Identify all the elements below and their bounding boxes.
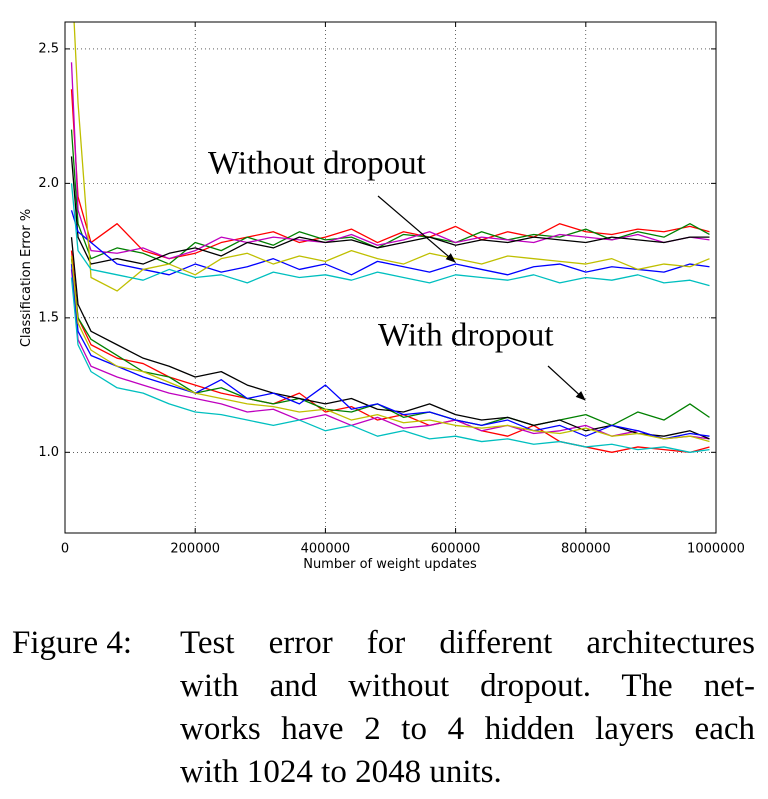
series-line	[70, 255, 710, 443]
annotation-arrow	[547, 365, 586, 401]
grid	[64, 22, 717, 533]
series-line	[70, 210, 710, 276]
x-tick-label: 600000	[431, 542, 481, 557]
y-axis-label: Classification Error %	[19, 209, 34, 347]
y-tick-label: 2.0	[38, 176, 59, 191]
annotation: Without dropout	[208, 146, 426, 182]
x-tick-label: 200000	[170, 542, 220, 557]
plot-frame	[64, 21, 717, 534]
series-line	[73, 22, 710, 292]
x-tick-label: 0	[61, 542, 69, 557]
lines	[70, 22, 710, 453]
caption-line: Test error for different architectures	[180, 625, 755, 661]
caption-label: Figure 4:	[12, 625, 133, 661]
y-tick-label: 1.0	[38, 445, 59, 460]
chart: 1.0 1.5 2.0 2.5 0 200000 400000 600000 800000 100…	[19, 21, 745, 572]
series-line	[70, 269, 710, 440]
caption-text: Test error for different architectures w…	[180, 622, 755, 794]
x-tick-label: 1000000	[687, 542, 745, 557]
x-tick-label: 800000	[561, 542, 611, 557]
series-line	[70, 183, 710, 287]
plot-area	[65, 22, 716, 533]
caption-line: with 1024 to 2048 units.	[180, 754, 502, 790]
caption-line: with and without dropout. The net-	[180, 668, 755, 704]
series-line	[70, 250, 710, 453]
x-tick-label: 400000	[301, 542, 351, 557]
caption-line: works have 2 to 4 hidden layers each	[180, 711, 755, 747]
series-line	[70, 237, 710, 440]
series-line	[70, 277, 710, 453]
series-line	[70, 156, 710, 265]
annotation: With dropout	[378, 318, 554, 354]
y-tick-label: 1.5	[38, 310, 59, 325]
annotation-arrow	[377, 195, 456, 263]
series-line	[70, 263, 710, 440]
series-line	[70, 89, 710, 260]
x-axis-label: Number of weight updates	[303, 557, 477, 572]
ticks: 1.0 1.5 2.0 2.5 0 200000 400000 600000 800000 100…	[38, 22, 745, 557]
y-tick-label: 2.5	[38, 41, 59, 56]
